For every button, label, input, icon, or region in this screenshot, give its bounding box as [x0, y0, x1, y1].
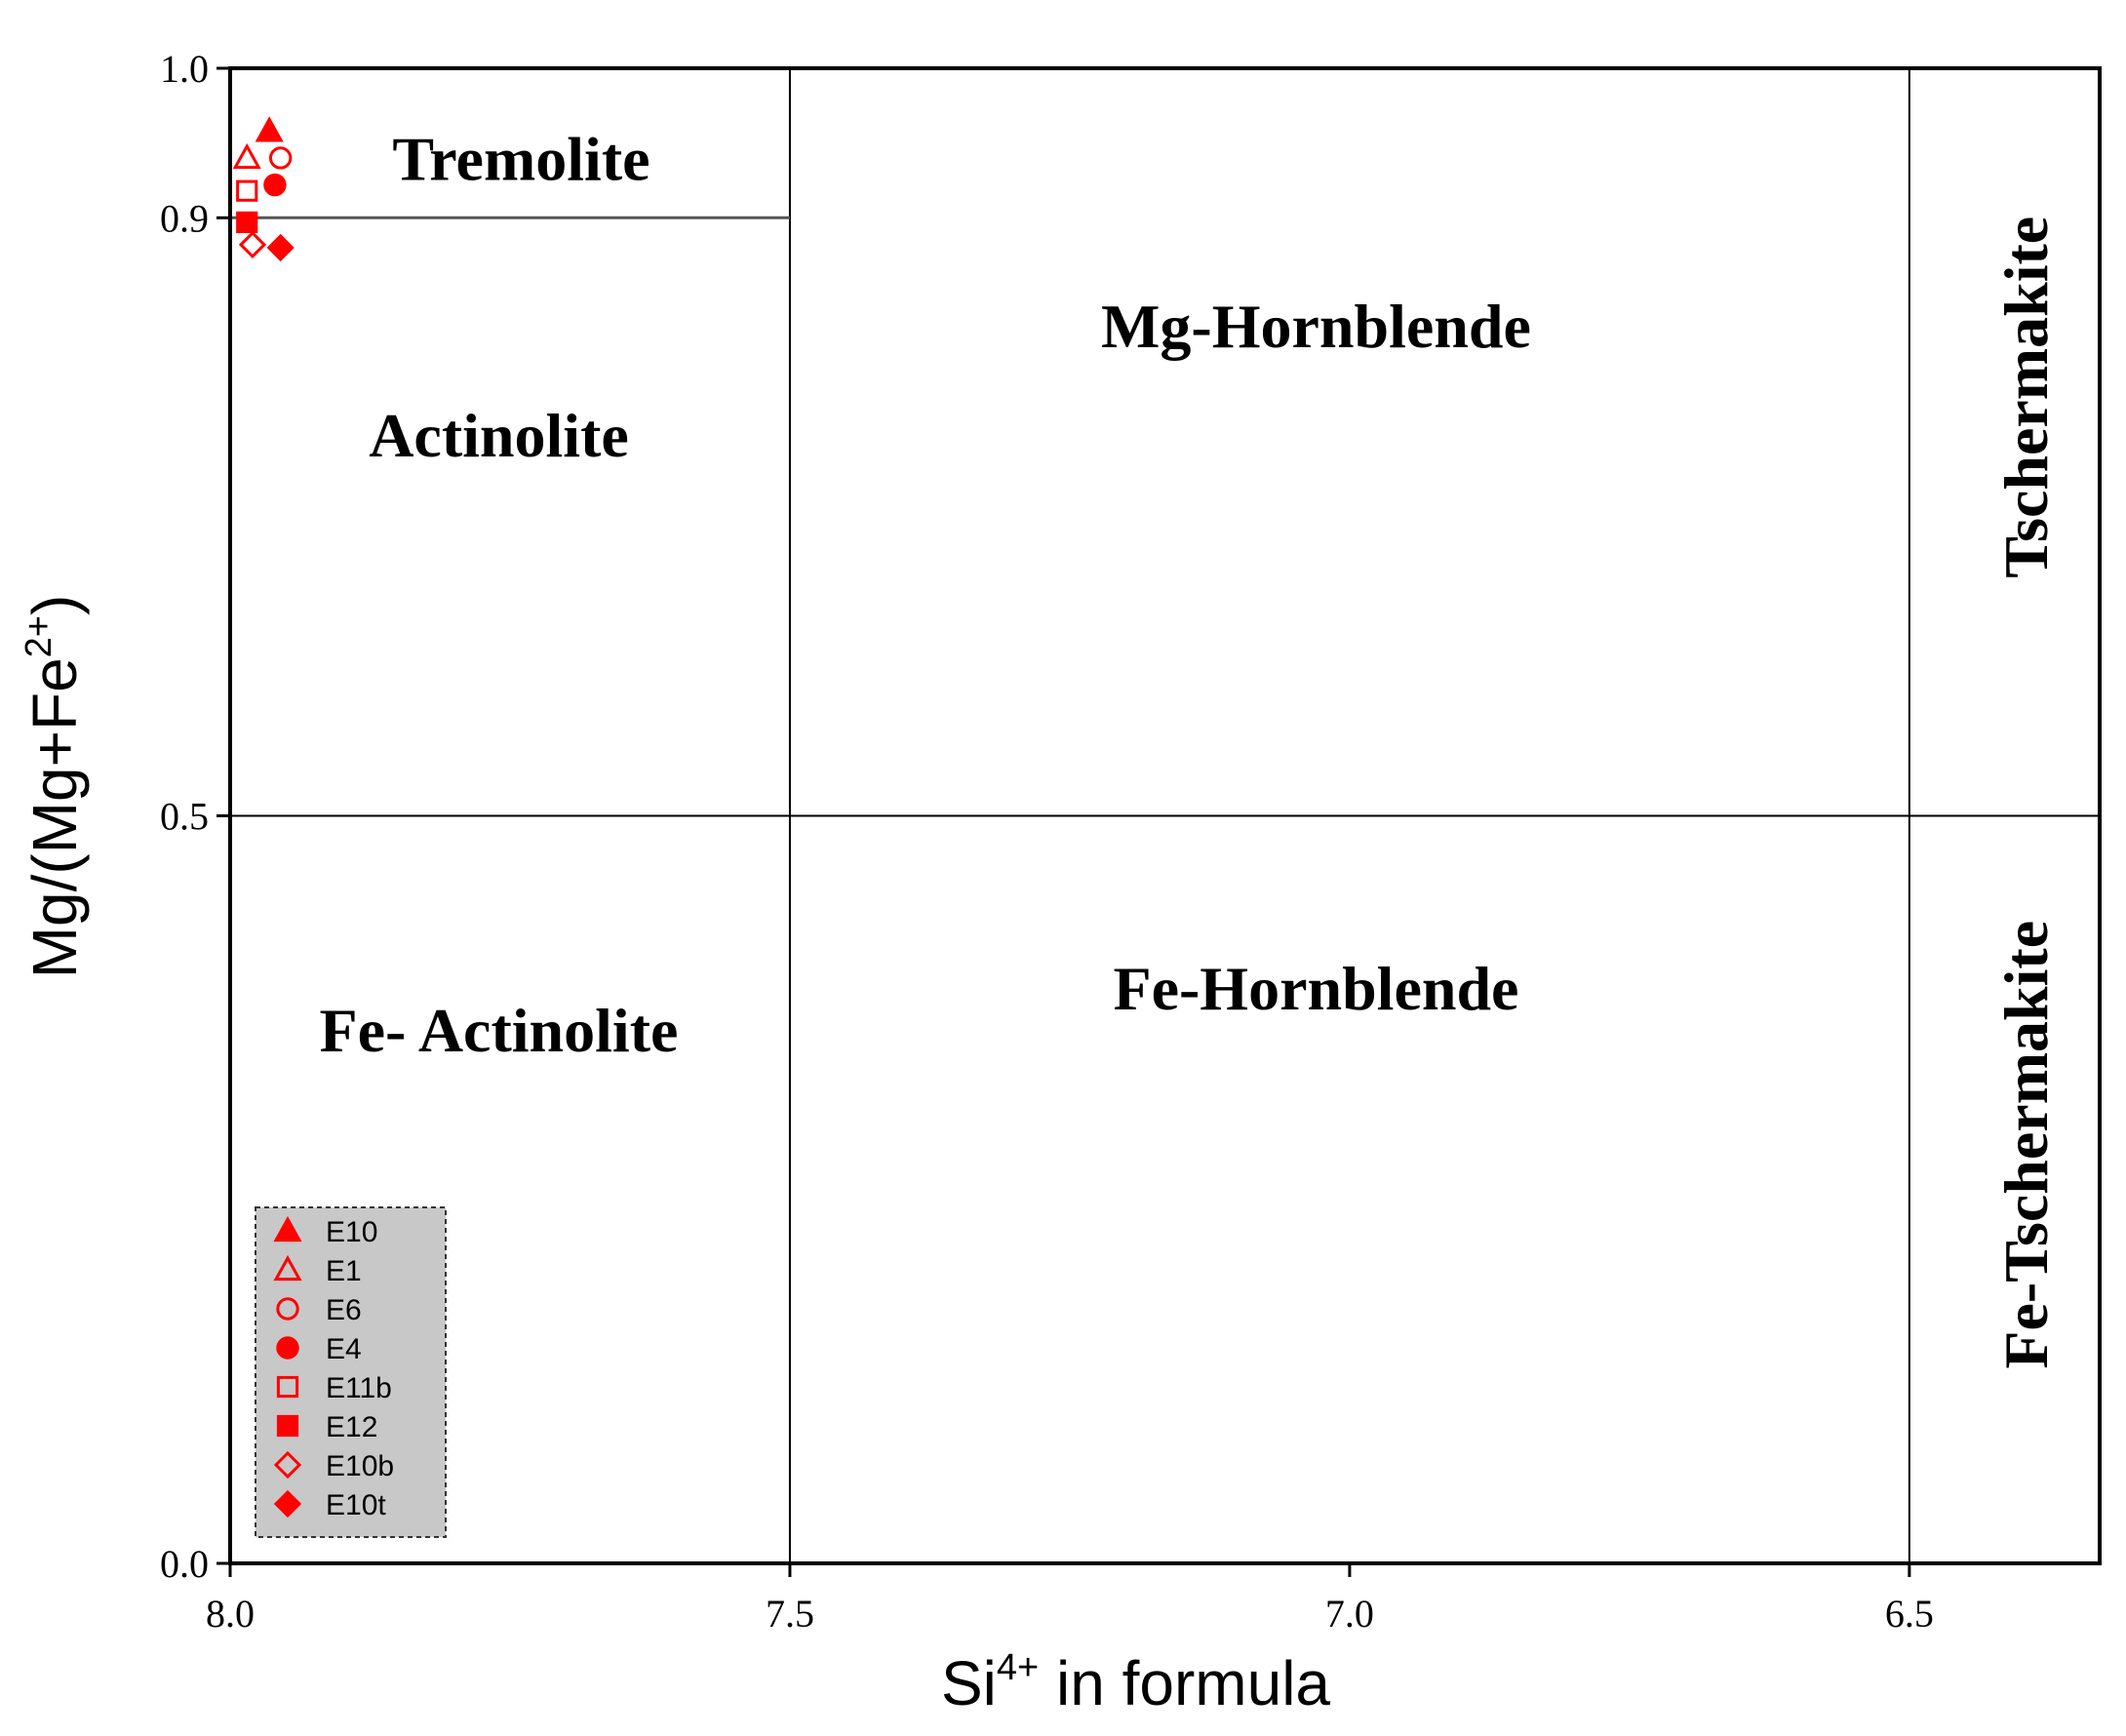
legend-box: [255, 1206, 447, 1538]
field-label-actinolite: Actinolite: [369, 401, 629, 470]
y-axis-title: Mg/(Mg+Fe2+): [19, 595, 90, 979]
legend-marker-e10t: [273, 1489, 302, 1519]
field-label-fe-tschermakite: Fe-Tschermakite: [1991, 921, 2061, 1369]
point-e4: [263, 173, 287, 197]
legend-label-e10b: E10b: [326, 1450, 394, 1482]
point-e12: [236, 211, 258, 233]
point-e10b: [238, 230, 267, 259]
point-e6: [268, 146, 293, 170]
legend-label-e12: E12: [326, 1411, 377, 1443]
legend-marker-e11b: [276, 1375, 299, 1399]
legend-marker-e1: [273, 1254, 302, 1282]
y-tick-label: 0.5: [160, 795, 209, 839]
field-boundaries: [230, 68, 2100, 1563]
legend-marker-e10b: [273, 1450, 302, 1480]
x-axis-title: Si4+ in formula: [941, 1647, 1330, 1718]
point-e10: [255, 116, 284, 142]
legend-marker-e12: [276, 1414, 299, 1438]
point-e11b: [236, 179, 258, 202]
legend-label-e10t: E10t: [326, 1489, 386, 1521]
legend-label-e4: E4: [326, 1333, 362, 1365]
field-labels: Tremolite Actinolite Mg-Hornblende Fe- Acti…: [320, 124, 2061, 1368]
legend-marker-e4: [276, 1336, 299, 1360]
field-label-tremolite: Tremolite: [392, 124, 650, 193]
y-tick-label: 0.0: [160, 1542, 209, 1586]
legend-marker-e6: [276, 1297, 299, 1321]
x-tick-label: 7.0: [1325, 1592, 1374, 1636]
x-tick-label: 8.0: [206, 1592, 255, 1636]
y-tick-label: 0.9: [160, 196, 209, 240]
legend-label-e11b: E11b: [326, 1372, 392, 1404]
legend-marker-e10: [273, 1215, 302, 1243]
field-label-mg-hornblende: Mg-Hornblende: [1101, 292, 1531, 361]
field-label-fe-hornblende: Fe-Hornblende: [1113, 954, 1518, 1023]
legend: E10 E1 E6 E4 E11b E12 E10b E10t: [255, 1206, 447, 1538]
legend-label-e1: E1: [326, 1255, 362, 1287]
point-e1: [232, 142, 261, 170]
x-tick-label: 6.5: [1885, 1592, 1934, 1636]
axes: 8.0 7.5 7.0 6.5 0.0 0.5 0.9 1.0 Si4+ in formula M…: [19, 47, 2102, 1718]
legend-label-e10: E10: [326, 1216, 377, 1248]
data-points: [232, 116, 295, 262]
y-tick-label: 1.0: [160, 47, 209, 91]
field-label-tschermakite: Tschermakite: [1991, 217, 2061, 578]
x-tick-label: 7.5: [766, 1592, 814, 1636]
legend-label-e6: E6: [326, 1294, 362, 1326]
point-e10t: [266, 233, 295, 262]
field-label-fe-actinolite: Fe- Actinolite: [320, 996, 679, 1065]
